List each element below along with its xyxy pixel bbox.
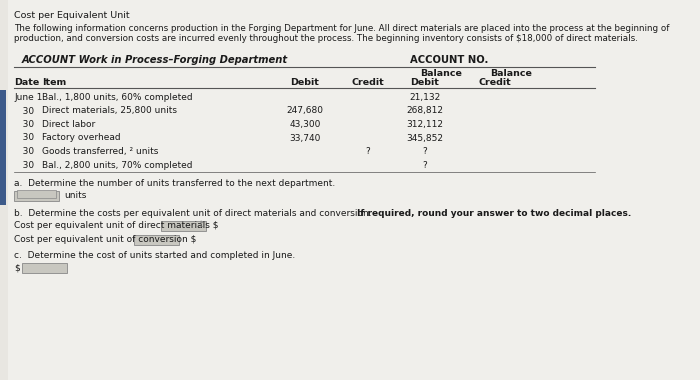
Text: ACCOUNT Work in Process–Forging Department: ACCOUNT Work in Process–Forging Departme…: [22, 55, 288, 65]
Text: Balance: Balance: [420, 69, 462, 78]
Text: t: t: [199, 220, 202, 229]
Bar: [0, 90, 6, 205]
Text: production, and conversion costs are incurred evenly throughout the process. The: production, and conversion costs are inc…: [14, 34, 638, 43]
Text: ?: ?: [423, 160, 428, 169]
Text: Direct materials, 25,800 units: Direct materials, 25,800 units: [42, 106, 177, 116]
Text: units: units: [64, 191, 86, 200]
Text: Date: Date: [14, 78, 39, 87]
Bar: [161, 220, 206, 231]
Text: 30: 30: [14, 160, 34, 169]
Text: Direct labor: Direct labor: [42, 120, 95, 129]
Text: 43,300: 43,300: [289, 120, 321, 129]
Text: Goods transferred, ² units: Goods transferred, ² units: [42, 147, 158, 156]
Text: Item: Item: [42, 78, 66, 87]
Text: 345,852: 345,852: [407, 133, 444, 142]
Text: 247,680: 247,680: [286, 106, 323, 116]
Text: Cost per Equivalent Unit: Cost per Equivalent Unit: [14, 11, 130, 20]
Text: Debit: Debit: [411, 78, 440, 87]
Text: Bal., 1,800 units, 60% completed: Bal., 1,800 units, 60% completed: [42, 93, 193, 102]
Text: ACCOUNT NO.: ACCOUNT NO.: [410, 55, 489, 65]
Text: Bal., 2,800 units, 70% completed: Bal., 2,800 units, 70% completed: [42, 160, 193, 169]
Text: $: $: [14, 263, 20, 272]
Text: 30: 30: [14, 147, 34, 156]
Text: If required, round your answer to two decimal places.: If required, round your answer to two de…: [357, 209, 631, 218]
Text: 268,812: 268,812: [407, 106, 444, 116]
Text: June 1: June 1: [14, 93, 43, 102]
Text: Credit: Credit: [351, 78, 384, 87]
Text: 30: 30: [14, 133, 34, 142]
Text: Debit: Debit: [290, 78, 319, 87]
Text: ?: ?: [365, 147, 370, 156]
Text: The following information concerns production in the Forging Department for June: The following information concerns produ…: [14, 24, 669, 33]
Bar: [134, 234, 179, 244]
Bar: [17, 190, 56, 198]
Text: c.  Determine the cost of units started and completed in June.: c. Determine the cost of units started a…: [14, 252, 295, 261]
Text: Factory overhead: Factory overhead: [42, 133, 120, 142]
Text: Cost per equivalent unit of conversion $: Cost per equivalent unit of conversion $: [14, 236, 197, 244]
Bar: [22, 263, 67, 272]
Text: Cost per equivalent unit of direct materials $: Cost per equivalent unit of direct mater…: [14, 222, 218, 231]
Text: b.  Determine the costs per equivalent unit of direct materials and conversion.: b. Determine the costs per equivalent un…: [14, 209, 374, 218]
Text: Balance: Balance: [490, 69, 532, 78]
Text: 33,740: 33,740: [289, 133, 321, 142]
Text: Credit: Credit: [479, 78, 512, 87]
Text: 30: 30: [14, 120, 34, 129]
Text: a.  Determine the number of units transferred to the next department.: a. Determine the number of units transfe…: [14, 179, 335, 188]
Text: 30: 30: [14, 106, 34, 116]
Text: ?: ?: [423, 147, 428, 156]
Text: 312,112: 312,112: [407, 120, 444, 129]
Bar: [14, 190, 59, 201]
Text: 21,132: 21,132: [410, 93, 440, 102]
